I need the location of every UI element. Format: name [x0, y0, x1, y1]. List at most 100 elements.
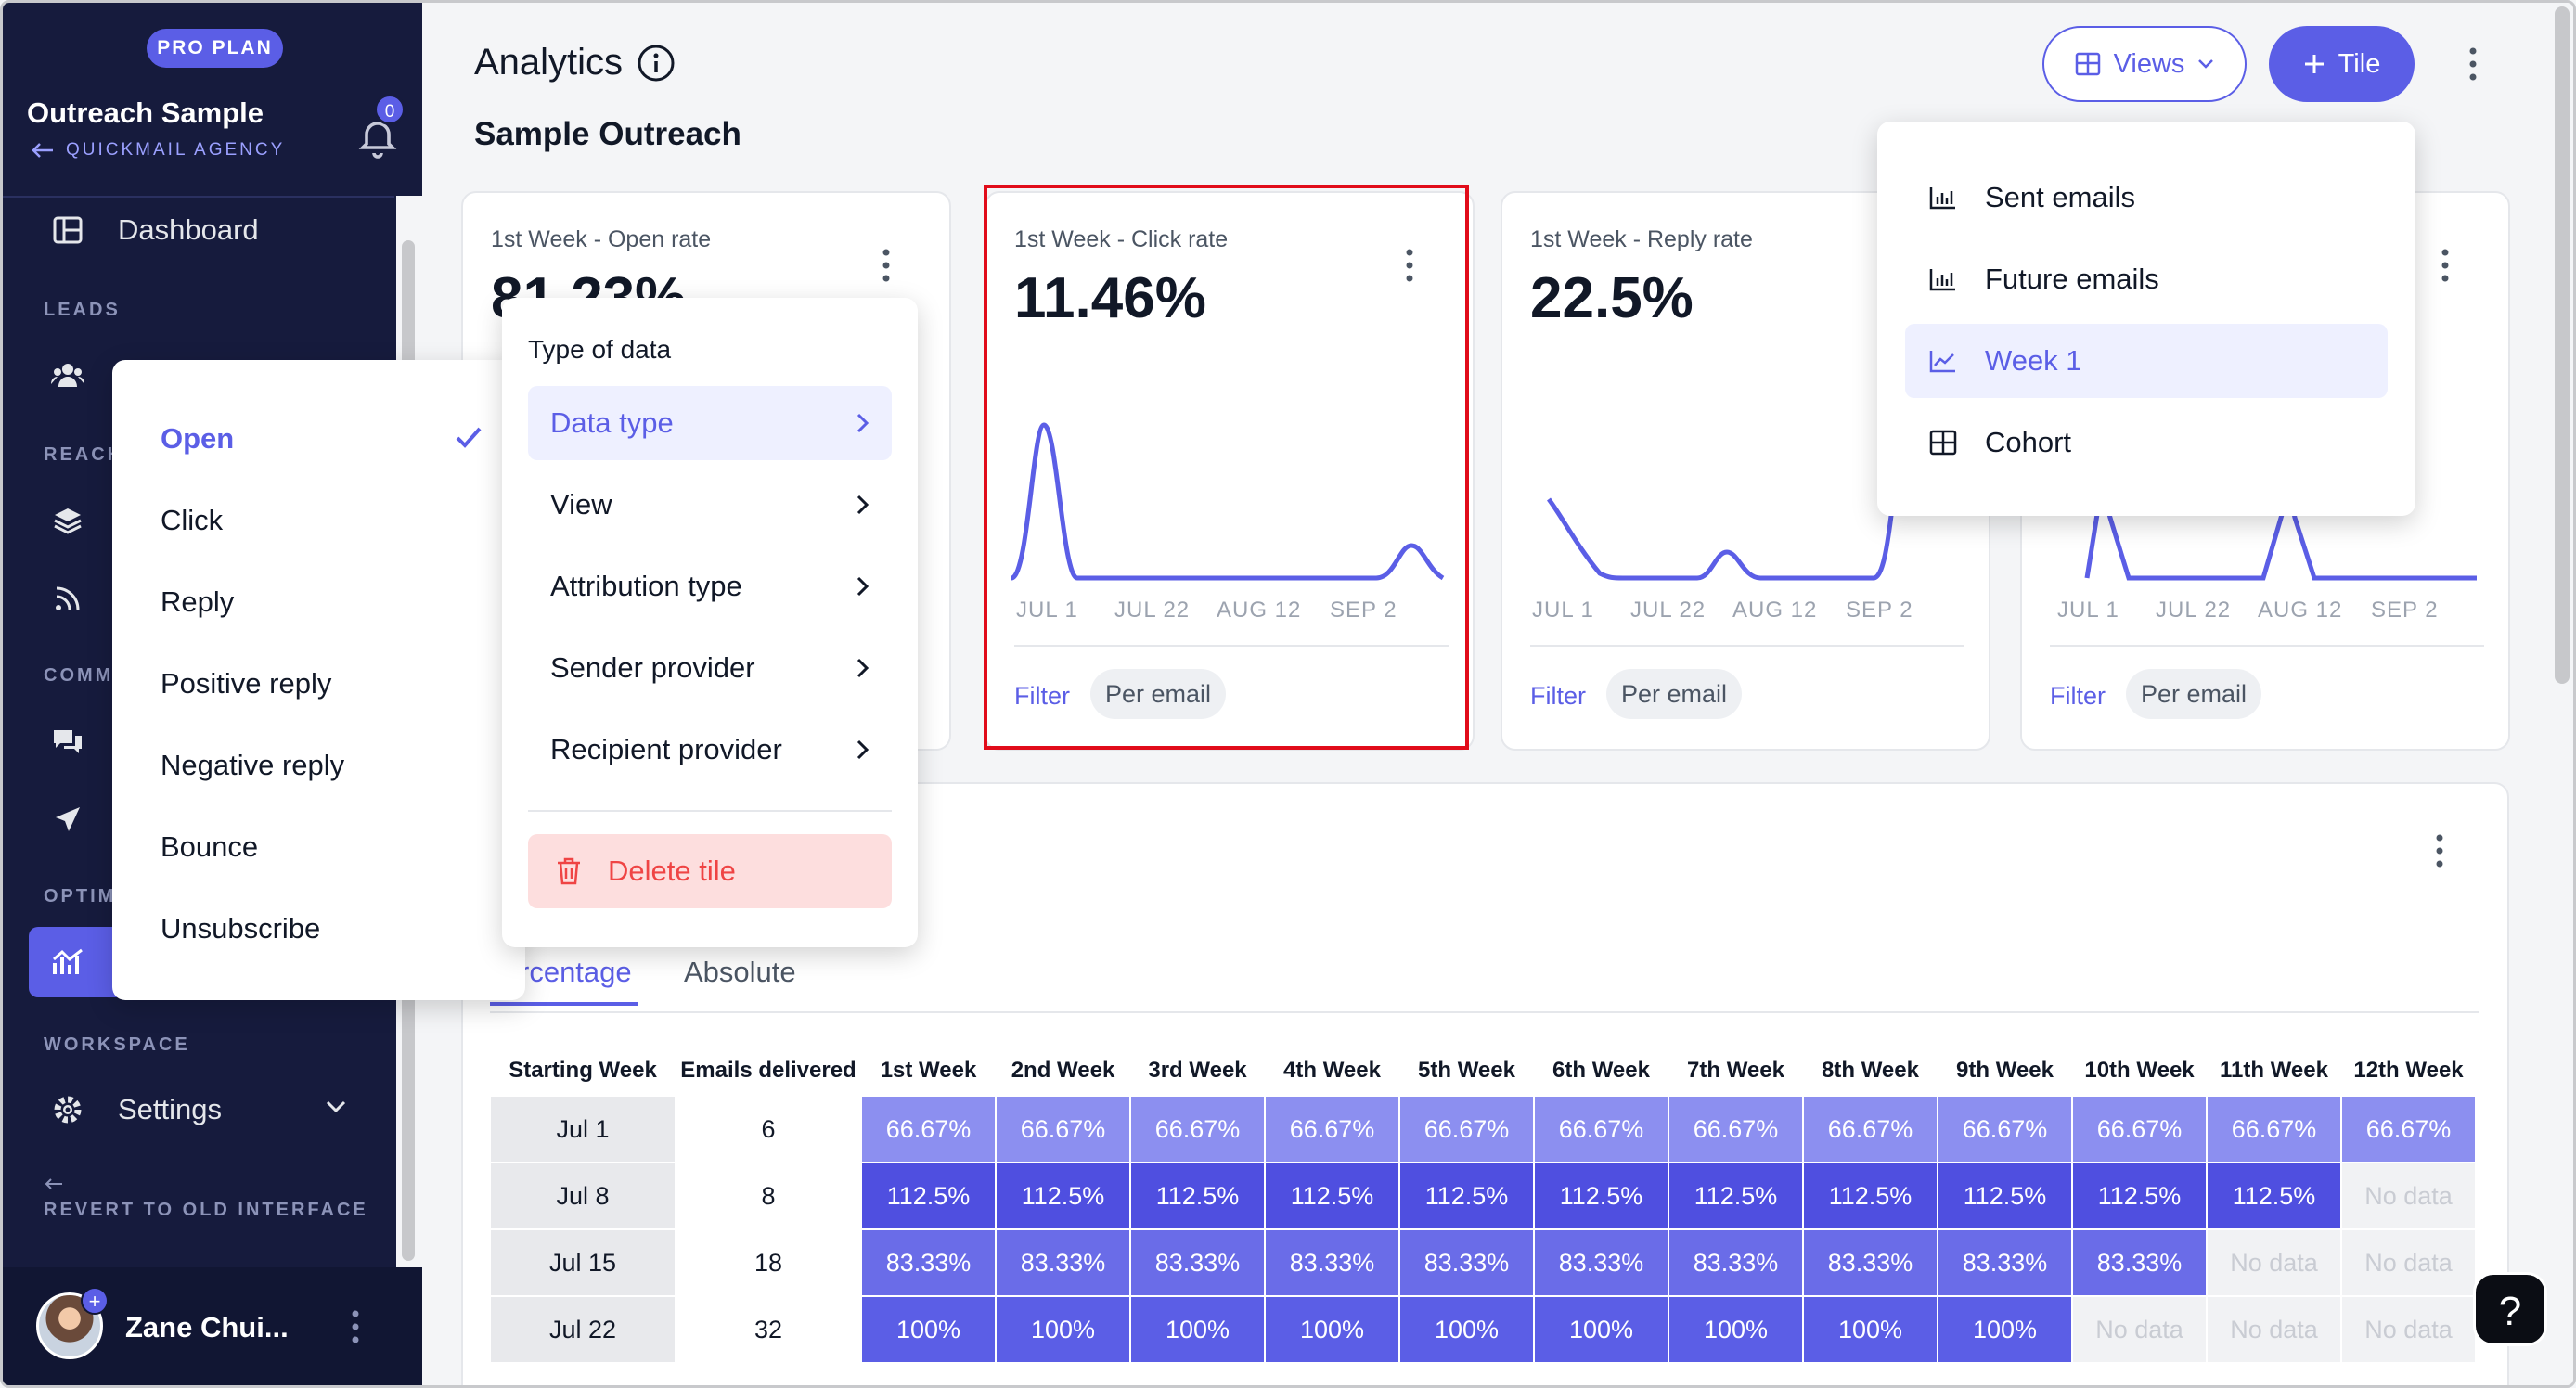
- agency-link[interactable]: QUICKMAIL AGENCY: [31, 140, 285, 161]
- cohort-cell: No data: [2340, 1295, 2477, 1364]
- notification-badge: 0: [374, 94, 406, 125]
- user-name[interactable]: Zane Chui...: [125, 1311, 289, 1343]
- page-scrollbar[interactable]: [2555, 6, 2570, 684]
- column-header: 11th Week: [2220, 1057, 2328, 1083]
- revert-old-interface-link[interactable]: REVERT TO OLD INTERFACE: [44, 1200, 368, 1220]
- menu-heading: Type of data: [528, 335, 672, 364]
- cohort-cell: No data: [2206, 1228, 2342, 1297]
- cohort-cell: 112.5%: [1398, 1162, 1535, 1230]
- starting-week-cell: Jul 1: [489, 1095, 676, 1163]
- data-type-option-positive-reply[interactable]: Positive reply: [161, 667, 332, 700]
- sidebar-item-label: Dashboard: [118, 213, 259, 246]
- avatar[interactable]: [36, 1292, 103, 1359]
- menu-item-label: Sender provider: [550, 651, 755, 684]
- delete-label: Delete tile: [608, 855, 736, 887]
- bar-chart-icon: [1929, 269, 1955, 291]
- divider: [3, 196, 394, 198]
- column-header: 1st Week: [880, 1057, 977, 1083]
- filter-link[interactable]: Filter: [1530, 682, 1586, 710]
- table-icon: [1929, 430, 1957, 456]
- plus-icon: [2304, 55, 2324, 73]
- kebab-menu-icon[interactable]: [344, 1306, 367, 1347]
- cohort-table: Starting Week Emails delivered 1st Week 2nd…: [489, 1046, 2477, 1364]
- cohort-cell: 83.33%: [1668, 1228, 1804, 1297]
- x-axis-label: JUL 22: [1630, 598, 1707, 623]
- check-icon: [456, 427, 482, 448]
- kebab-menu-icon[interactable]: [2434, 245, 2456, 286]
- filter-link[interactable]: Filter: [1014, 682, 1070, 710]
- views-label: Views: [2113, 48, 2185, 79]
- data-type-option-click[interactable]: Click: [161, 504, 224, 536]
- views-item-cohort[interactable]: Cohort: [1905, 405, 2388, 480]
- reply-rate-sparkline: [1546, 497, 1895, 581]
- table-row: Jul 8 8 112.5% 112.5% 112.5% 112.5% 112.5% 112.…: [489, 1162, 2477, 1230]
- per-email-chip[interactable]: Per email: [2126, 669, 2262, 719]
- filter-link[interactable]: Filter: [2050, 682, 2106, 710]
- table-row: Jul 15 18 83.33% 83.33% 83.33% 83.33% 83.33% 83…: [489, 1228, 2477, 1297]
- sidebar-item-settings[interactable]: Settings: [29, 1074, 381, 1145]
- data-type-option-reply[interactable]: Reply: [161, 585, 235, 618]
- add-icon[interactable]: +: [81, 1287, 109, 1315]
- column-header: 4th Week: [1283, 1057, 1381, 1083]
- delete-tile-button[interactable]: Delete tile: [528, 834, 892, 908]
- views-item-sent-emails[interactable]: Sent emails: [1905, 161, 2388, 235]
- bell-icon[interactable]: [355, 116, 400, 161]
- kebab-menu-icon[interactable]: [2462, 44, 2484, 84]
- cohort-cell: 83.33%: [1264, 1228, 1400, 1297]
- menu-item-label: Data type: [550, 406, 674, 439]
- layers-icon: [51, 504, 84, 537]
- page-title: Analytics: [474, 42, 624, 83]
- sidebar-item-dashboard[interactable]: Dashboard: [29, 195, 381, 265]
- cohort-cell: 66.67%: [1398, 1095, 1535, 1163]
- divider: [1014, 645, 1449, 647]
- chevron-right-icon: [857, 495, 869, 515]
- menu-item-data-type[interactable]: Data type: [528, 386, 892, 460]
- menu-item-sender-provider[interactable]: Sender provider: [528, 631, 892, 705]
- help-button[interactable]: ?: [2473, 1272, 2547, 1346]
- emails-delivered-cell: 8: [675, 1162, 862, 1230]
- views-item-label: Cohort: [1985, 426, 2072, 458]
- gear-icon: [51, 1093, 84, 1126]
- tab-absolute[interactable]: Absolute: [684, 956, 796, 988]
- cohort-cell: 66.67%: [1937, 1095, 2073, 1163]
- menu-item-view[interactable]: View: [528, 468, 892, 542]
- data-type-option-bounce[interactable]: Bounce: [161, 830, 259, 863]
- tabs-divider: [490, 1011, 2479, 1013]
- info-icon[interactable]: [637, 44, 676, 83]
- per-email-chip[interactable]: Per email: [1606, 669, 1743, 719]
- data-type-option-unsubscribe[interactable]: Unsubscribe: [161, 912, 321, 945]
- chevron-right-icon: [857, 413, 869, 433]
- section-optim: OPTIM: [44, 886, 117, 906]
- account-name[interactable]: Outreach Sample: [27, 96, 264, 129]
- add-tile-button[interactable]: Tile: [2269, 26, 2415, 102]
- data-type-option-negative-reply[interactable]: Negative reply: [161, 749, 345, 781]
- cohort-cell: 112.5%: [1264, 1162, 1400, 1230]
- divider: [528, 810, 892, 812]
- line-chart-icon: [1929, 351, 1955, 373]
- views-item-future-emails[interactable]: Future emails: [1905, 242, 2388, 316]
- per-email-chip[interactable]: Per email: [1090, 669, 1227, 719]
- section-leads: LEADS: [44, 300, 121, 320]
- tile-click-rate[interactable]: 1st Week - Click rate 11.46% JUL 1 JUL 2…: [985, 191, 1475, 751]
- menu-item-recipient-provider[interactable]: Recipient provider: [528, 713, 892, 787]
- menu-item-label: Attribution type: [550, 570, 742, 602]
- kebab-menu-icon[interactable]: [875, 245, 897, 286]
- data-type-option-open[interactable]: Open: [161, 422, 235, 455]
- tab-active-indicator: [490, 1002, 638, 1006]
- views-button[interactable]: Views: [2042, 26, 2247, 102]
- views-item-week-1[interactable]: Week 1: [1905, 324, 2388, 398]
- kebab-menu-icon[interactable]: [2428, 830, 2451, 871]
- table-row: Jul 22 32 100% 100% 100% 100% 100% 100% 100% 100%…: [489, 1295, 2477, 1364]
- column-header: 8th Week: [1822, 1057, 1919, 1083]
- cohort-cell: 100%: [1668, 1295, 1804, 1364]
- x-axis-label: SEP 2: [2371, 598, 2439, 623]
- column-header: Emails delivered: [680, 1057, 857, 1083]
- column-header: 2nd Week: [1011, 1057, 1115, 1083]
- plan-badge: PRO PLAN: [147, 29, 283, 68]
- cohort-cell: 112.5%: [1937, 1162, 2073, 1230]
- tile-title: 1st Week - Open rate: [491, 226, 712, 252]
- menu-item-attribution-type[interactable]: Attribution type: [528, 549, 892, 623]
- tab-percentage[interactable]: rcentage: [520, 956, 632, 988]
- kebab-menu-icon[interactable]: [1398, 245, 1421, 286]
- cohort-cell: 100%: [1533, 1295, 1669, 1364]
